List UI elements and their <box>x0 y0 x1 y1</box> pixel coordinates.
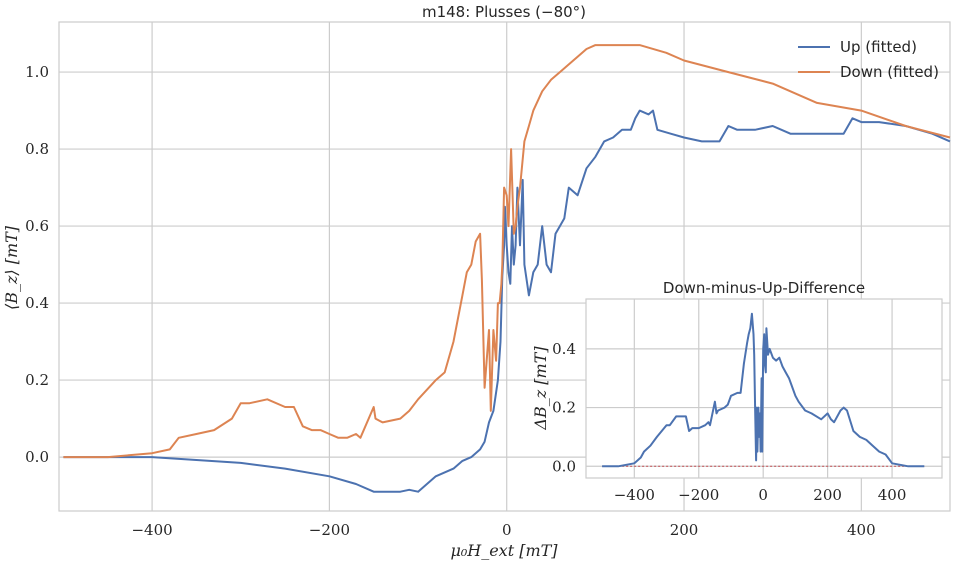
y-tick-label: 0.2 <box>552 399 576 417</box>
y-tick-label: 0.6 <box>25 217 49 235</box>
x-tick-label: 200 <box>813 486 842 504</box>
series-line-0 <box>63 109 951 493</box>
y-tick-label: 0.8 <box>25 140 49 158</box>
y-tick-label: 0.0 <box>25 448 49 466</box>
inset-series-group <box>602 312 925 468</box>
main-y-tick-labels: 0.0 0.2 0.4 0.6 0.8 1.0 <box>25 63 49 466</box>
x-tick-label: −200 <box>678 486 719 504</box>
y-tick-label: 0.0 <box>552 457 576 475</box>
series-line-1 <box>63 44 951 459</box>
y-tick-label: 0.2 <box>25 371 49 389</box>
y-tick-label: 1.0 <box>25 63 49 81</box>
x-tick-label: −200 <box>309 521 350 539</box>
y-tick-label: 0.4 <box>25 294 49 312</box>
inset-plot-area <box>585 298 943 479</box>
main-chart-title: m148: Plusses (−80°) <box>422 3 586 21</box>
legend: Up (fitted) Down (fitted) <box>798 38 939 81</box>
main-chart: −400 −200 0 200 400 0.0 0.2 0.4 0.6 0.8 1.0 m148:… <box>2 3 951 560</box>
y-tick-label: 0.4 <box>552 340 576 358</box>
series-line-0 <box>602 312 925 468</box>
legend-label-down: Down (fitted) <box>840 63 939 81</box>
main-x-tick-labels: −400 −200 0 200 400 <box>131 521 875 539</box>
inset-x-tick-labels: −400 −200 0 200 400 <box>614 486 907 504</box>
inset-chart-title: Down-minus-Up-Difference <box>663 279 865 297</box>
x-tick-label: −400 <box>131 521 172 539</box>
main-y-axis-label: ⟨B_z⟩ [mT] <box>2 225 21 310</box>
inset-y-tick-labels: 0.0 0.2 0.4 <box>552 340 576 475</box>
x-tick-label: 400 <box>878 486 907 504</box>
inset-chart: −400 −200 0 200 400 0.0 0.2 0.4 Down-minus-Up-… <box>531 279 943 504</box>
main-series-group <box>63 44 951 493</box>
x-tick-label: −400 <box>614 486 655 504</box>
inset-y-axis-label: ΔB_z [mT] <box>531 346 550 431</box>
x-tick-label: 400 <box>847 521 876 539</box>
main-x-axis-label: μ₀H_ext [mT] <box>450 541 558 560</box>
x-tick-label: 0 <box>502 521 512 539</box>
x-tick-label: 0 <box>758 486 768 504</box>
legend-label-up: Up (fitted) <box>840 38 917 56</box>
x-tick-label: 200 <box>670 521 699 539</box>
